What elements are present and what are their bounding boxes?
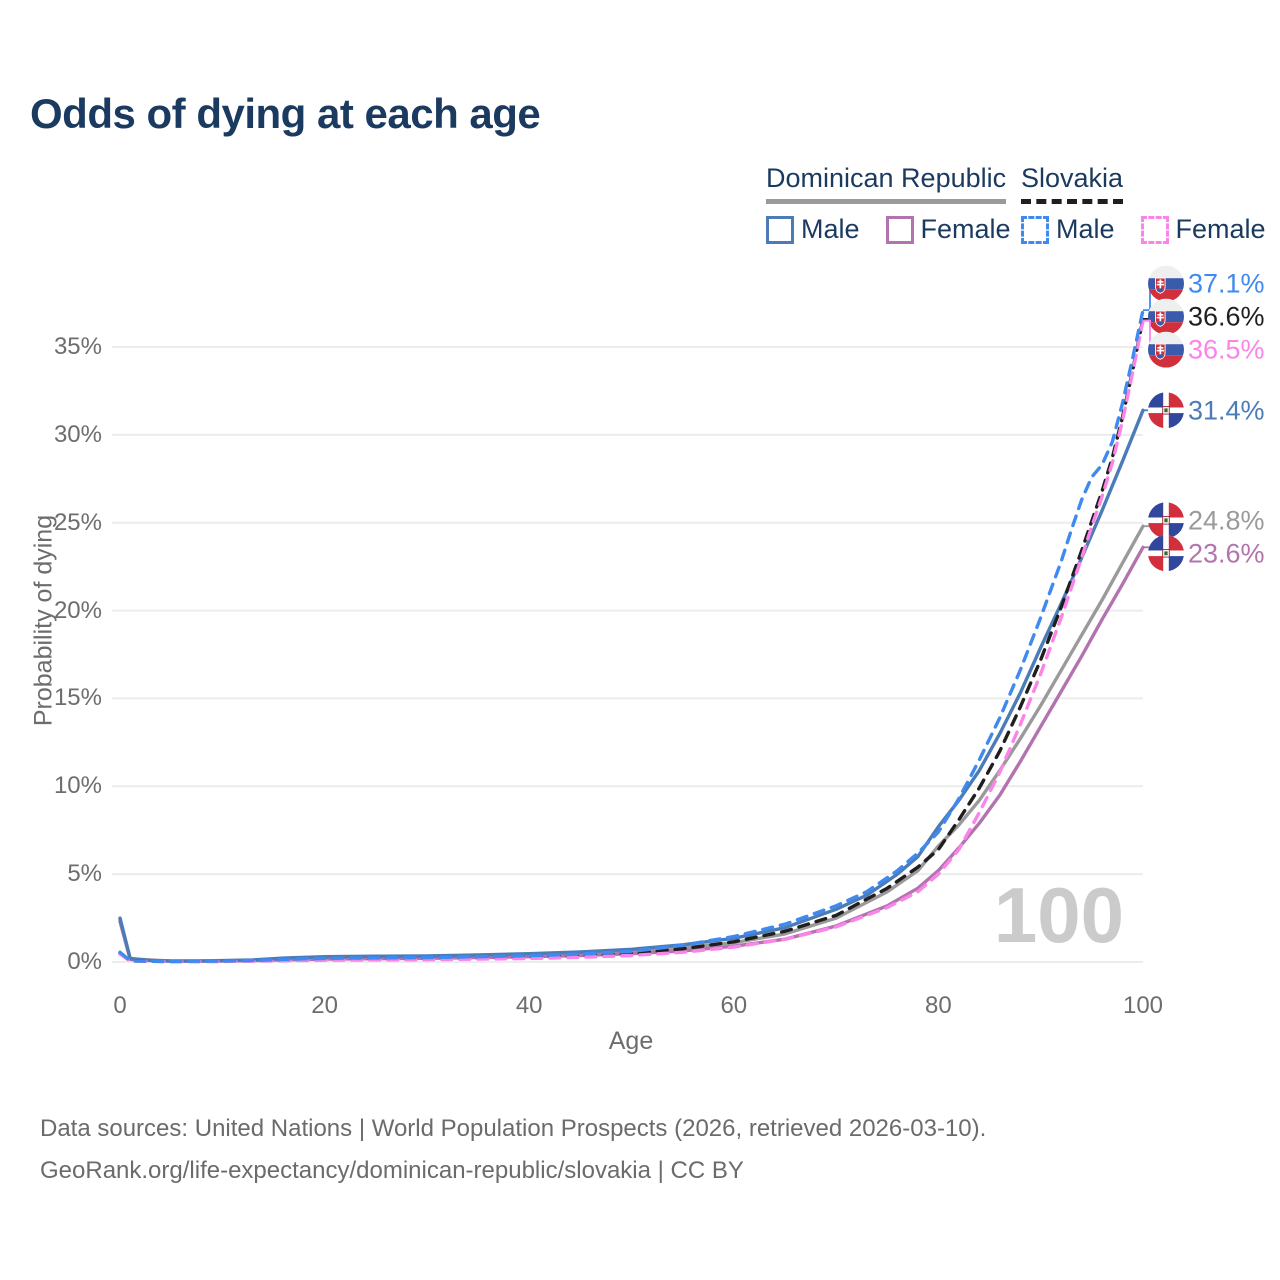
series-line-sk-male[interactable] (118, 308, 1145, 963)
legend-item-sk-male[interactable]: Male (1021, 214, 1115, 245)
legend-group-dominican-republic: Dominican Republic Male Female (766, 163, 1037, 245)
slovakia-flag-icon (1148, 298, 1184, 335)
dr-male-swatch-icon (766, 215, 794, 244)
x-tick-label: 40 (515, 992, 543, 1019)
end-value-label-sk-total: 36.6% (1188, 302, 1265, 332)
y-tick-label: 15% (53, 684, 102, 712)
y-tick-label: 30% (53, 420, 102, 448)
dominican-republic-flag-icon (1148, 502, 1184, 539)
series-line-do-male[interactable] (118, 408, 1145, 963)
legend-item-sk-female[interactable]: Female (1140, 214, 1266, 245)
y-tick-label: 0% (67, 948, 102, 975)
y-tick-label: 25% (53, 508, 102, 536)
legend-item-label: Male (801, 214, 860, 244)
legend-item-label: Female (920, 214, 1011, 244)
watermark-age-indicator: 100 (993, 871, 1124, 959)
y-tick-label: 10% (53, 772, 102, 800)
y-tick-label: 5% (67, 860, 102, 888)
x-tick-label: 20 (311, 992, 338, 1019)
dr-female-swatch-icon (885, 215, 914, 244)
end-value-label-sk-male: 37.1% (1188, 269, 1265, 299)
end-value-label-do-male: 31.4% (1188, 395, 1265, 425)
legend-header-slovakia[interactable]: Slovakia (1021, 163, 1124, 204)
x-axis-label: Age (608, 1027, 654, 1055)
legend-item-dr-female[interactable]: Female (885, 214, 1011, 245)
legend-row: Male Female (1021, 214, 1280, 245)
x-tick-label: 0 (113, 992, 127, 1019)
x-tick-label: 60 (720, 992, 748, 1019)
series-line-sk-female[interactable] (118, 319, 1145, 964)
legend-row: Male Female (766, 214, 1037, 245)
chart-title: Odds of dying at each age (30, 90, 541, 137)
end-value-label-sk-female: 36.5% (1188, 335, 1265, 365)
legend-item-dr-male[interactable]: Male (766, 214, 860, 245)
x-tick-label: 100 (1122, 992, 1164, 1019)
legend-item-label: Female (1175, 214, 1266, 244)
sk-female-swatch-icon (1140, 215, 1169, 244)
sk-male-swatch-icon (1021, 215, 1049, 244)
x-tick-label: 80 (925, 992, 952, 1019)
y-tick-label: 35% (53, 333, 102, 360)
attribution-text: GeoRank.org/life-expectancy/dominican-re… (40, 1157, 744, 1184)
dominican-republic-flag-icon (1148, 535, 1184, 572)
data-sources-text: Data sources: United Nations | World Pop… (40, 1115, 987, 1142)
legend-group-slovakia: Slovakia Male Female (1021, 163, 1280, 245)
dominican-republic-flag-icon (1148, 392, 1184, 429)
end-value-label-do-total: 24.8% (1188, 505, 1265, 535)
footer: Data sources: United Nations | World Pop… (40, 1108, 986, 1192)
slovakia-flag-icon (1148, 331, 1184, 368)
slovakia-flag-icon (1148, 265, 1184, 302)
legend-header-dominican-republic[interactable]: Dominican Republic (766, 163, 1007, 204)
y-tick-label: 20% (53, 596, 102, 624)
series-line-do-total[interactable] (118, 524, 1145, 963)
legend-item-label: Male (1056, 214, 1115, 244)
end-value-label-do-female: 23.6% (1188, 538, 1265, 568)
series-line-sk-total[interactable] (118, 317, 1145, 964)
